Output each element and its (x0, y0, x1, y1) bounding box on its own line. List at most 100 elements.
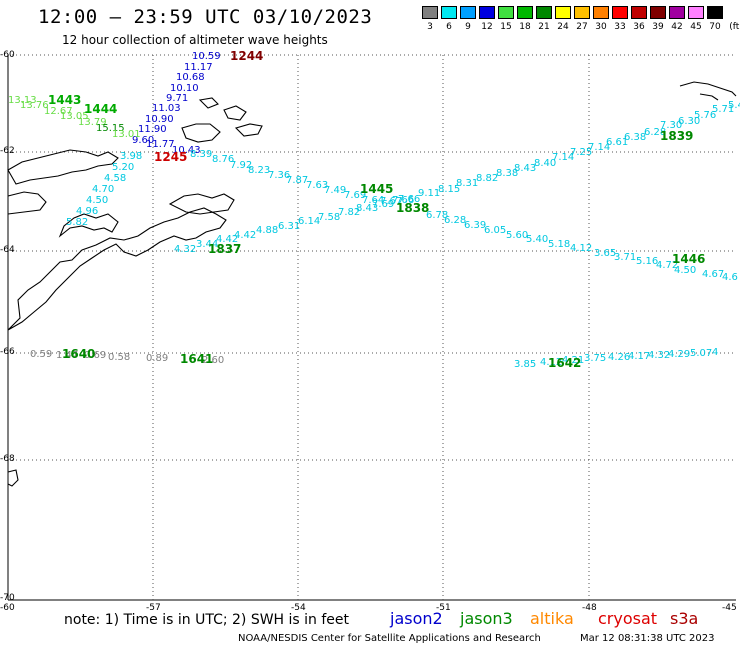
wave-height-value: 5.4 (728, 100, 740, 111)
wave-height-value: 7.67 (380, 196, 402, 207)
wave-height-value: 6.31 (278, 221, 300, 232)
wave-height-value: 11.77 (146, 139, 175, 150)
wave-height-value: 4 (712, 347, 718, 358)
wave-height-value: 4.12 (570, 243, 592, 254)
legend-label: 3 (427, 22, 433, 32)
wave-height-value: 2.60 (202, 355, 224, 366)
wave-height-value: 3.44 (196, 239, 218, 250)
graticule (8, 54, 736, 600)
wave-height-value: 7.14 (552, 152, 574, 163)
legend-label: 42 (671, 22, 683, 32)
legend-swatch (612, 6, 628, 19)
wave-height-value: 6.05 (484, 225, 506, 236)
wave-height-value: 10.59 (192, 51, 221, 62)
legend-label: 6 (446, 22, 452, 32)
lat-label: -64 (0, 245, 15, 255)
legend-unit: (ft) (729, 22, 740, 32)
legend-label: 45 (690, 22, 702, 32)
wave-height-value: 8.39 (190, 149, 212, 160)
wave-height-value: 5.71 (712, 104, 734, 115)
wave-height-value: 4.50 (86, 195, 108, 206)
wave-height-value: 8.40 (534, 158, 556, 169)
satellite-jason3-label: jason3 (460, 609, 513, 628)
wave-height-value: 7.63 (306, 180, 328, 191)
wave-height-value: 7.82 (338, 207, 360, 218)
lat-label: -70 (0, 593, 15, 603)
wave-height-value: 5.20 (112, 162, 134, 173)
wave-height-value: 9.11 (418, 188, 440, 199)
wave-height-value: 5.18 (548, 239, 570, 250)
legend-swatch (574, 6, 590, 19)
legend-swatch (517, 6, 533, 19)
footer-note: note: 1) Time is in UTC; 2) SWH is in fe… (64, 612, 350, 628)
lon-label: -48 (582, 603, 597, 613)
wave-height-value: 7.49 (324, 185, 346, 196)
wave-height-value: 4.42 (234, 230, 256, 241)
wave-height-value: 10.10 (170, 83, 199, 94)
wave-height-value: 7.87 (286, 175, 308, 186)
wave-height-value: 8.23 (248, 165, 270, 176)
lat-label: -62 (0, 146, 15, 156)
wave-height-value: 7.66 (392, 195, 414, 206)
wave-height-value: 5.07 (690, 348, 712, 359)
pass-time-label: 1641 (180, 352, 213, 366)
wave-height-value: 4.12 (540, 357, 562, 368)
lon-label: -45 (722, 603, 737, 613)
wave-height-value: 4.32 (174, 244, 196, 255)
map-title: 12:00 — 23:59 UTC 03/10/2023 (38, 6, 373, 28)
wave-height-value: 3.65 (594, 248, 616, 259)
wave-height-value: 8.31 (456, 178, 478, 189)
wave-height-value: 5.76 (694, 110, 716, 121)
pass-time-label: 1443 (48, 93, 81, 107)
wave-height-value: 7.30 (660, 120, 682, 131)
wave-height-value: 7.14 (588, 142, 610, 153)
wave-height-value: 4.72 (656, 260, 678, 271)
lon-label: -60 (0, 603, 15, 613)
wave-height-value: 7.66 (398, 194, 420, 205)
pass-time-label: 1642 (548, 356, 581, 370)
wave-height-value: 8.38 (496, 168, 518, 179)
wave-height-value: 11.17 (184, 62, 213, 73)
wave-height-value: 4.26 (608, 352, 630, 363)
wave-height-value: 10.68 (176, 72, 205, 83)
wave-height-value: 8.43 (356, 203, 378, 214)
legend-label: 36 (633, 22, 645, 32)
legend-label: 33 (614, 22, 626, 32)
wave-height-value: 4.96 (76, 206, 98, 217)
pass-time-label: 1837 (208, 242, 241, 256)
wave-height-value: 0.69 (84, 350, 106, 361)
wave-height-value: 13.05 (60, 111, 89, 122)
wave-height-value: 9.71 (166, 93, 188, 104)
wave-height-value: 13.01 (112, 129, 141, 140)
legend-swatch (707, 6, 723, 19)
wave-height-value: 13.13 (8, 95, 37, 106)
legend-swatch (422, 6, 438, 19)
wave-height-value: 5.82 (66, 217, 88, 228)
wave-height-value: 10.43 (172, 145, 201, 156)
wave-height-value: 7.92 (230, 160, 252, 171)
pass-time-label: 1444 (84, 102, 117, 116)
legend-swatch (460, 6, 476, 19)
wave-height-value: 9.60 (132, 135, 154, 146)
legend-swatch (688, 6, 704, 19)
coastline (7, 81, 737, 487)
wave-height-value: 3.98 (120, 151, 142, 162)
legend-label: 18 (519, 22, 531, 32)
legend-label: 30 (595, 22, 607, 32)
legend-swatch (593, 6, 609, 19)
satellite-jason2-label: jason2 (390, 609, 443, 628)
satellite-altika-label: altika (530, 609, 574, 628)
legend-swatch (479, 6, 495, 19)
legend-label: 21 (538, 22, 550, 32)
legend-swatch (631, 6, 647, 19)
wave-height-value: 0.59 (30, 349, 52, 360)
wave-height-value: 4.50 (674, 265, 696, 276)
wave-height-value: 5.16 (636, 256, 658, 267)
pass-time-label: 1245 (154, 150, 187, 164)
wave-height-value: 15.15 (96, 123, 125, 134)
wave-height-value: 13.79 (78, 117, 107, 128)
wave-height-value: 8.82 (476, 173, 498, 184)
wave-height-value: 4.29 (668, 349, 690, 360)
pass-time-label: 1640 (62, 347, 95, 361)
wave-height-value: 7.58 (318, 212, 340, 223)
